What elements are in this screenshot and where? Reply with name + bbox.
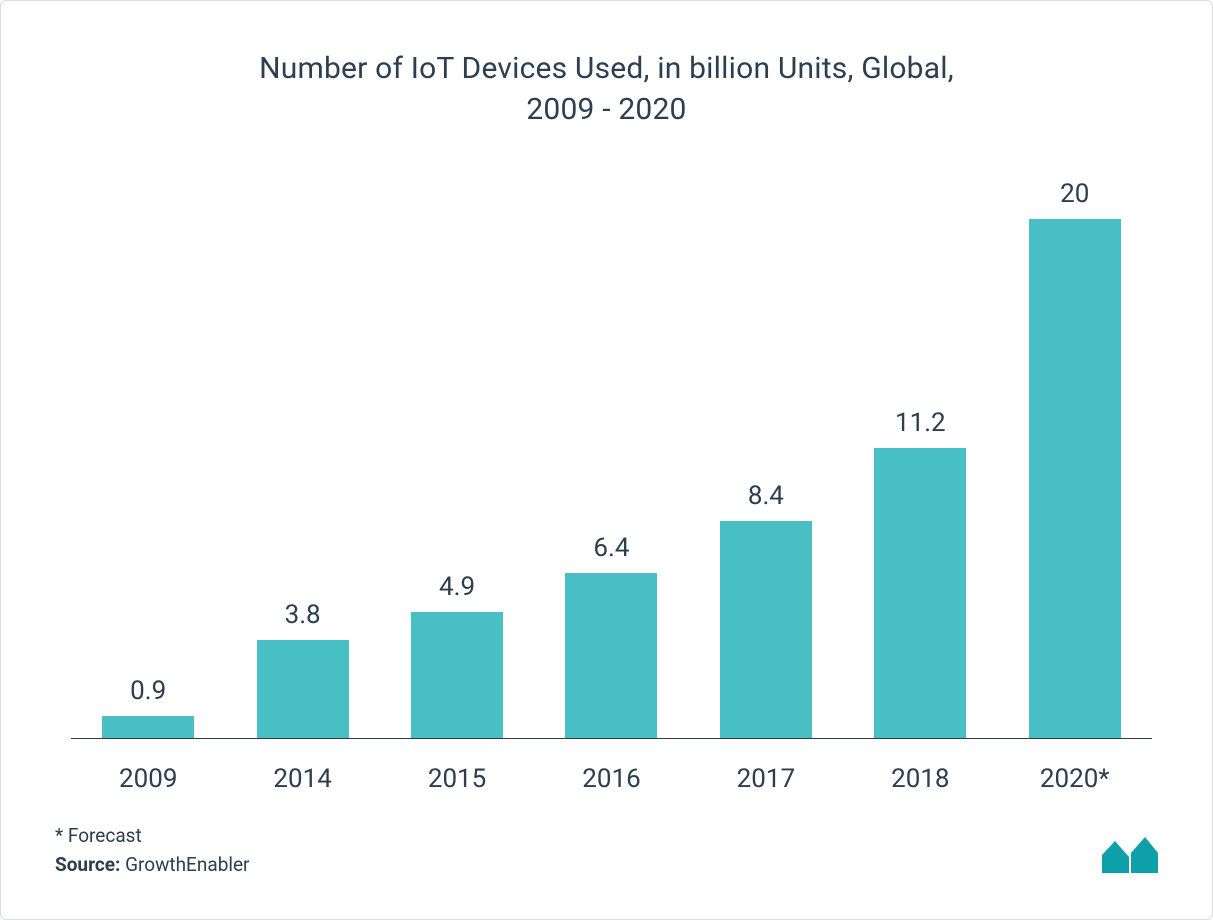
bar-group: 0.9 [71, 676, 225, 739]
x-axis-label: 2020* [998, 764, 1152, 794]
bar-value-label: 11.2 [895, 408, 946, 438]
x-axis-label: 2016 [534, 764, 688, 794]
source-value: GrowthEnabler [120, 853, 249, 876]
brand-logo [1100, 833, 1160, 875]
bar [1029, 219, 1121, 739]
bar-group: 20 [998, 179, 1152, 739]
bar-group: 3.8 [225, 600, 379, 739]
bar-group: 8.4 [689, 481, 843, 739]
source-label: Source: [55, 853, 120, 876]
bar [720, 521, 812, 739]
bar-value-label: 4.9 [439, 572, 475, 602]
bar-group: 4.9 [380, 572, 534, 739]
x-axis-label: 2014 [225, 764, 379, 794]
x-axis-label: 2009 [71, 764, 225, 794]
title-line-1: Number of IoT Devices Used, in billion U… [259, 51, 954, 86]
x-axis-label: 2015 [380, 764, 534, 794]
bar-value-label: 0.9 [130, 676, 166, 706]
chart-title: Number of IoT Devices Used, in billion U… [1, 1, 1212, 130]
bar-value-label: 8.4 [748, 481, 784, 511]
bar [565, 573, 657, 739]
bar-value-label: 20 [1060, 179, 1089, 209]
x-axis-label: 2018 [843, 764, 997, 794]
bar-group: 6.4 [534, 533, 688, 739]
chart-footer: * Forecast Source: GrowthEnabler [55, 822, 250, 879]
chart-container: Number of IoT Devices Used, in billion U… [0, 0, 1213, 920]
bar-value-label: 6.4 [593, 533, 629, 563]
forecast-note: * Forecast [55, 822, 250, 851]
x-axis-baseline [71, 738, 1152, 739]
bars-row: 0.9 3.8 4.9 6.4 8.4 11.2 20 [71, 181, 1152, 739]
title-line-2: 2009 - 2020 [526, 92, 686, 127]
bar-group: 11.2 [843, 408, 997, 739]
bar [411, 612, 503, 739]
bar [102, 716, 194, 739]
x-axis-label: 2017 [689, 764, 843, 794]
bar [257, 640, 349, 739]
bar [874, 448, 966, 739]
x-axis-labels: 2009201420152016201720182020* [71, 764, 1152, 794]
source-line: Source: GrowthEnabler [55, 851, 250, 880]
plot-area: 0.9 3.8 4.9 6.4 8.4 11.2 20 [71, 181, 1152, 739]
bar-value-label: 3.8 [285, 600, 321, 630]
